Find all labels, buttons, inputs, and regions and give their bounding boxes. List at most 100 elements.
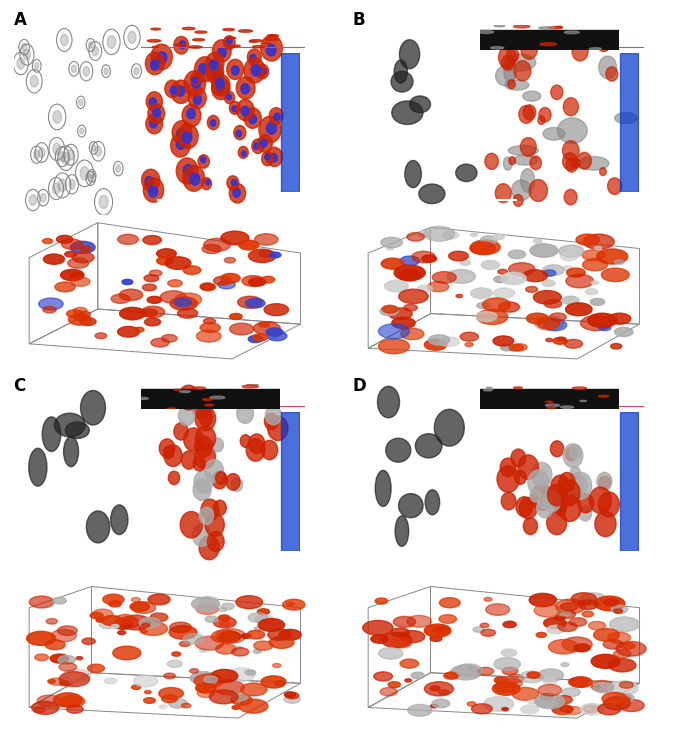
Circle shape	[249, 278, 266, 286]
Circle shape	[149, 270, 162, 276]
Circle shape	[118, 235, 138, 244]
Circle shape	[195, 436, 212, 457]
Bar	[142, 388, 280, 409]
Circle shape	[564, 339, 582, 348]
Circle shape	[182, 704, 191, 708]
Circle shape	[567, 268, 585, 277]
Circle shape	[580, 704, 604, 715]
Circle shape	[212, 630, 239, 643]
Circle shape	[145, 177, 153, 186]
Circle shape	[239, 240, 259, 250]
Circle shape	[576, 234, 599, 246]
Circle shape	[523, 517, 538, 534]
Circle shape	[232, 706, 240, 710]
Ellipse shape	[391, 71, 413, 92]
Ellipse shape	[496, 66, 515, 86]
Bar	[481, 388, 619, 409]
Circle shape	[151, 338, 169, 347]
Circle shape	[167, 408, 176, 409]
Circle shape	[534, 604, 561, 617]
Circle shape	[219, 631, 241, 642]
Circle shape	[225, 45, 236, 48]
Circle shape	[24, 49, 31, 60]
Circle shape	[599, 168, 606, 175]
Ellipse shape	[399, 40, 420, 69]
Circle shape	[216, 644, 237, 654]
Circle shape	[247, 630, 265, 639]
Circle shape	[43, 254, 64, 265]
Circle shape	[165, 80, 180, 97]
Circle shape	[553, 707, 563, 712]
Circle shape	[248, 336, 263, 342]
Circle shape	[266, 328, 283, 336]
Circle shape	[226, 95, 231, 100]
Circle shape	[611, 344, 622, 349]
Circle shape	[247, 49, 261, 65]
Circle shape	[609, 659, 636, 672]
Ellipse shape	[392, 101, 423, 125]
Ellipse shape	[54, 413, 85, 437]
Circle shape	[141, 306, 165, 317]
Circle shape	[203, 399, 212, 400]
Circle shape	[249, 434, 265, 453]
Circle shape	[210, 119, 216, 126]
Circle shape	[514, 61, 531, 81]
Circle shape	[170, 622, 191, 633]
Circle shape	[578, 600, 598, 610]
Circle shape	[95, 147, 102, 156]
Circle shape	[490, 47, 504, 49]
Circle shape	[539, 26, 554, 29]
Circle shape	[53, 597, 66, 604]
Circle shape	[538, 685, 561, 696]
Ellipse shape	[435, 409, 464, 446]
Circle shape	[562, 688, 580, 696]
Circle shape	[593, 315, 602, 320]
Circle shape	[248, 249, 276, 262]
Circle shape	[102, 616, 122, 625]
Circle shape	[226, 59, 243, 79]
Circle shape	[494, 288, 515, 298]
Circle shape	[428, 281, 449, 292]
Circle shape	[144, 698, 155, 704]
Circle shape	[618, 693, 634, 701]
Circle shape	[150, 613, 168, 622]
Ellipse shape	[28, 449, 47, 486]
Circle shape	[216, 471, 226, 485]
Circle shape	[578, 493, 594, 513]
Circle shape	[92, 46, 98, 56]
Circle shape	[435, 627, 443, 632]
Circle shape	[205, 514, 224, 537]
Circle shape	[191, 77, 201, 88]
Circle shape	[148, 186, 157, 197]
Circle shape	[502, 667, 518, 675]
Circle shape	[143, 178, 163, 202]
Circle shape	[555, 615, 565, 620]
Circle shape	[174, 389, 181, 391]
Circle shape	[214, 500, 226, 515]
Circle shape	[73, 307, 87, 314]
Circle shape	[195, 636, 224, 650]
Circle shape	[68, 180, 75, 189]
Circle shape	[559, 610, 576, 619]
Circle shape	[68, 314, 92, 325]
Circle shape	[32, 701, 59, 715]
Circle shape	[231, 695, 252, 705]
Circle shape	[176, 158, 198, 184]
Circle shape	[147, 296, 161, 303]
Circle shape	[224, 36, 235, 49]
Circle shape	[179, 41, 186, 48]
Circle shape	[212, 438, 224, 452]
Circle shape	[153, 46, 159, 48]
Circle shape	[186, 108, 195, 119]
Circle shape	[250, 54, 256, 62]
Circle shape	[264, 413, 278, 430]
Circle shape	[193, 39, 205, 41]
Circle shape	[78, 312, 91, 317]
Circle shape	[261, 676, 286, 688]
Circle shape	[146, 92, 163, 111]
Circle shape	[199, 536, 219, 560]
Circle shape	[113, 620, 133, 630]
Circle shape	[572, 42, 588, 61]
Circle shape	[556, 26, 562, 27]
Circle shape	[45, 640, 65, 649]
